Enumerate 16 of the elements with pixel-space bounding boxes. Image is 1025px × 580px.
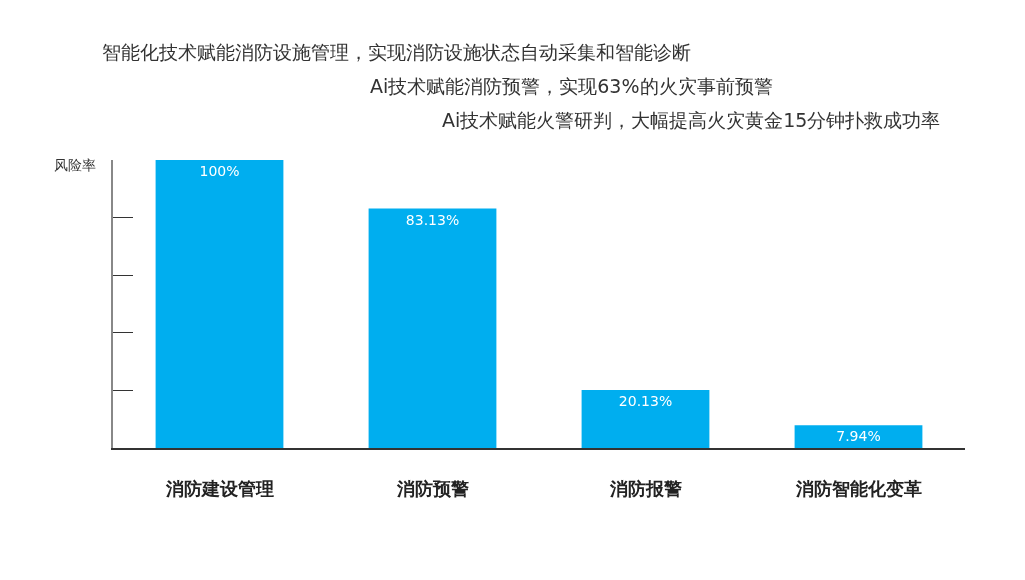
x-tick-label: 消防预警 — [395, 478, 469, 500]
bar — [581, 390, 710, 448]
x-tick-label: 消防智能化变革 — [794, 478, 922, 500]
y-axis-title: 风险率 — [54, 157, 96, 173]
x-tick-label: 消防报警 — [608, 478, 682, 500]
data-label: 83.13% — [405, 211, 460, 228]
data-label: 20.13% — [618, 393, 673, 410]
text: Ai技术赋能火警研判，大幅提高火灾黄金15分钟扑救成功率 — [442, 109, 941, 131]
bar — [155, 160, 284, 448]
bar — [794, 425, 923, 448]
text: Ai技术赋能消防预警，实现63%的火灾事前预警 — [370, 75, 773, 97]
data-label: 100% — [199, 163, 240, 179]
bar — [368, 208, 497, 448]
data-label: 7.94% — [836, 428, 881, 445]
x-tick-label: 消防建设管理 — [164, 478, 274, 500]
text: 智能化技术赋能消防设施管理，实现消防设施状态自动采集和智能诊断 — [102, 41, 691, 63]
